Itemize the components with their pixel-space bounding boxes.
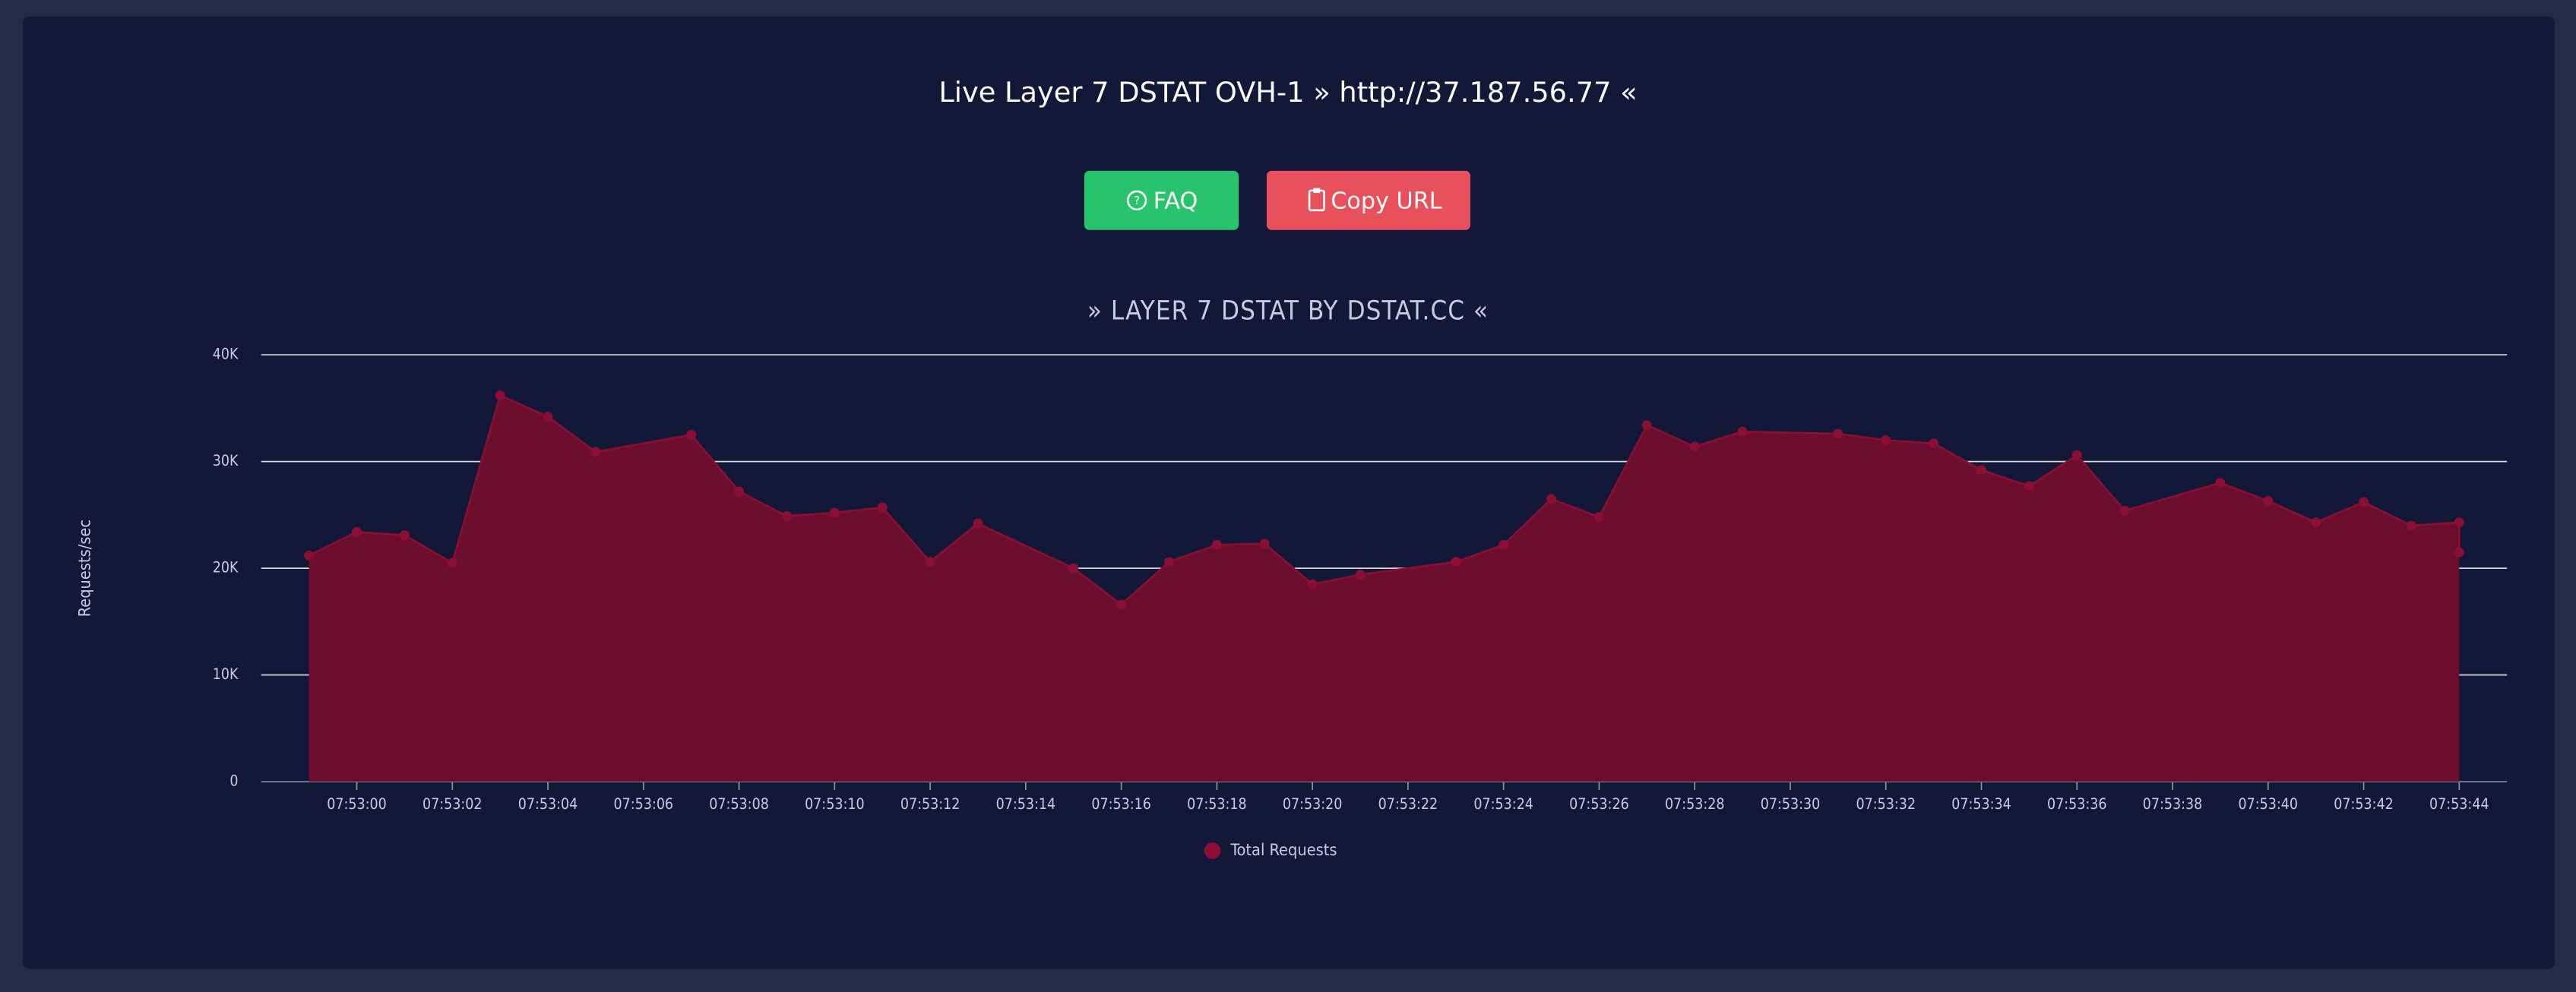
faq-icon [1126,190,1147,211]
point [877,502,888,513]
point [1593,512,1604,523]
point [2119,505,2130,516]
legend-label: Total Requests [1229,841,1337,860]
area [309,395,2460,782]
point [543,412,553,422]
point [1976,465,1986,475]
point [2071,450,2082,460]
point [1929,438,1939,449]
point [1689,441,1700,452]
point [399,530,410,541]
x-tick-label: 07:53:12 [900,795,960,813]
point [973,518,983,529]
point [1498,539,1509,550]
x-tick-label: 07:53:02 [422,795,483,813]
x-tick-label: 07:53:30 [1761,795,1821,813]
chart-title: » LAYER 7 DSTAT BY DSTAT.CC « [1087,295,1489,326]
faq-button-bg[interactable] [1084,170,1239,230]
faq-button[interactable]: ? FAQ [1084,170,1239,230]
point [2263,496,2274,507]
point [2215,478,2226,488]
plot: 0 10K 20K 30K 40K 07:53:00 07:53:02 07:53:04 07:… [213,346,2508,860]
point [1164,557,1174,567]
x-tick-label: 07:53:20 [1283,795,1343,813]
point [1116,599,1127,610]
y-axis-label: Requests/sec [75,520,94,617]
legend-swatch [1204,842,1221,859]
x-tick-label: 07:53:24 [1473,795,1533,813]
x-tick-label: 07:53:28 [1665,795,1725,813]
x-tick-label: 07:53:08 [709,795,769,813]
point [1259,539,1270,549]
point [2406,520,2416,531]
x-tick-label: 07:53:14 [996,795,1056,813]
x-tick-label: 07:53:36 [2047,795,2107,813]
x-tick-label: 07:53:38 [2143,795,2203,813]
panel [23,16,2555,969]
copy-button-bg[interactable] [1266,170,1470,230]
x-tick-label: 07:53:26 [1569,795,1629,813]
point [2454,517,2464,528]
point [304,550,315,561]
y-tick-label: 30K [213,452,239,469]
y-tick-label: 10K [213,665,239,683]
point [686,429,697,440]
y-tick-label: 40K [213,346,239,363]
point [1211,539,1222,550]
point [2311,517,2321,528]
point [734,486,745,497]
point [1881,435,1891,445]
x-tick-label: 07:53:00 [327,795,387,813]
y-tick-label: 0 [229,772,238,790]
point [2024,481,2034,491]
x-tick-label: 07:53:10 [805,795,865,813]
x-tick-label: 07:53:06 [614,795,674,813]
line [309,393,2460,606]
copy-url-button[interactable]: Copy URL [1266,170,1470,230]
x-tick-label: 07:53:42 [2334,795,2394,813]
x-tick-label: 07:53:04 [518,795,578,813]
x-tick-label: 07:53:16 [1091,795,1151,813]
x-tick-label: 07:53:32 [1856,795,1916,813]
point [1641,420,1652,431]
point [1451,557,1461,567]
point [590,447,601,457]
point [1068,563,1079,573]
x-tick-label: 07:53:40 [2239,795,2299,813]
faq-icon-mark: ? [1134,194,1140,207]
clipboard-clip [1313,188,1321,194]
point [352,526,362,537]
point [1355,570,1366,580]
point [925,557,935,567]
point [447,558,457,568]
point [1737,426,1748,437]
point [781,510,792,521]
page-title: Live Layer 7 DSTAT OVH-1 » http://37.187… [938,76,1637,109]
y-tick-label: 20K [213,559,239,577]
point [495,390,505,400]
x-tick-label: 07:53:18 [1187,795,1247,813]
x-tick-label: 07:53:22 [1378,795,1438,813]
point [2359,497,2369,507]
x-tick-label: 07:53:34 [1951,795,2011,813]
point [2454,547,2464,558]
faq-label[interactable]: FAQ [1154,188,1198,215]
x-tick-label: 07:53:44 [2429,795,2489,813]
point [829,507,840,518]
point [1546,494,1557,504]
copy-label[interactable]: Copy URL [1331,188,1442,215]
point [1833,428,1843,439]
point [1307,579,1318,589]
